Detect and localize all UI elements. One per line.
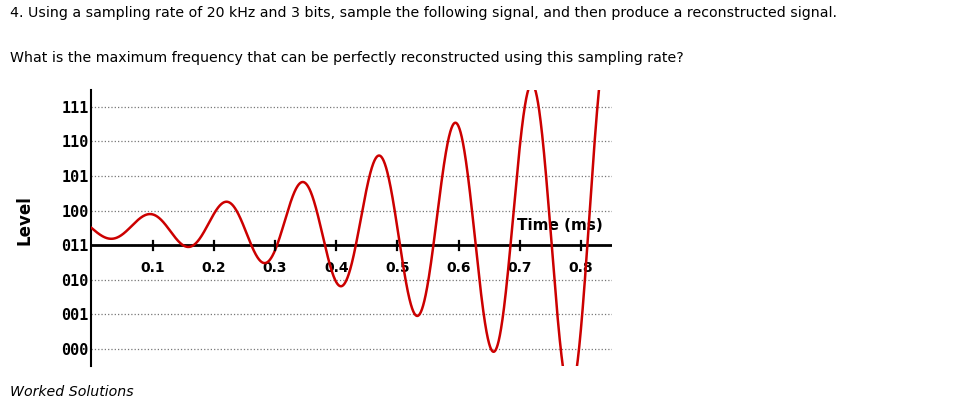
Text: 0.6: 0.6 [446, 261, 471, 275]
Text: What is the maximum frequency that can be perfectly reconstructed using this sam: What is the maximum frequency that can b… [10, 51, 684, 65]
Text: 0.7: 0.7 [508, 261, 532, 275]
Text: 4. Using a sampling rate of 20 kHz and 3 bits, sample the following signal, and : 4. Using a sampling rate of 20 kHz and 3… [10, 6, 837, 20]
Text: Level: Level [15, 195, 33, 245]
Text: 0.1: 0.1 [141, 261, 165, 275]
Text: Time (ms): Time (ms) [517, 218, 603, 233]
Text: 0.8: 0.8 [568, 261, 593, 275]
Text: 0.5: 0.5 [385, 261, 409, 275]
Text: 0.4: 0.4 [324, 261, 349, 275]
Text: 0.3: 0.3 [263, 261, 287, 275]
Text: 0.2: 0.2 [201, 261, 226, 275]
Text: Worked Solutions: Worked Solutions [10, 385, 133, 399]
